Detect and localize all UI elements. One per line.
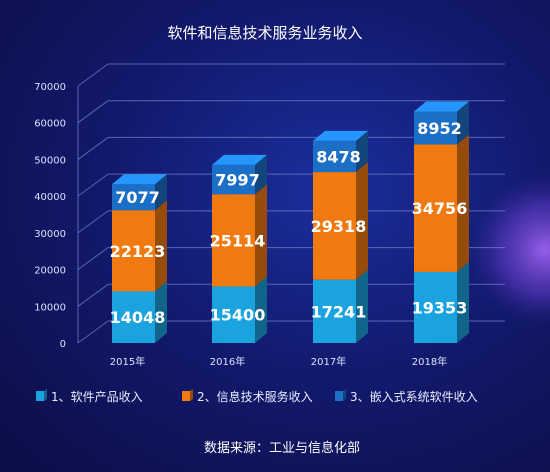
bar-segment-side [457,134,469,272]
legend-swatch-side [190,389,193,401]
x-tick-label: 2017年 [311,355,346,368]
gridline-depth [77,137,109,160]
data-label: 17241 [311,302,367,321]
y-tick-label: 40000 [34,192,66,203]
y-tick-label: 20000 [34,266,66,277]
decorative-glow [470,175,550,325]
bar-segment [414,271,457,343]
data-label: 19353 [412,298,468,317]
bar-segment-side [356,130,368,173]
bar-segment [414,111,457,145]
data-label: 34756 [412,199,468,218]
bar-segment-side [255,276,267,343]
gridline-depth [77,210,109,234]
bar-segment [414,144,457,272]
data-label: 8478 [316,147,361,166]
y-tick-label: 70000 [34,82,66,93]
y-tick-label: 0 [60,339,66,350]
bar-segment [313,279,356,343]
data-source: 数据来源：工业与信息化部 [204,440,360,456]
data-label: 7997 [215,171,260,190]
bar-segment-side [155,174,167,211]
bar-segment [313,140,356,173]
legend-swatch-side [44,389,47,401]
legend-swatch [335,391,343,401]
bar-segment [112,184,155,211]
gridline-depth [77,100,109,124]
legend-label: 3、嵌入式系统软件收入 [350,390,478,404]
y-tick-label: 60000 [34,119,66,130]
y-tick-label: 30000 [34,229,66,240]
bar-segment [212,164,255,195]
y-tick-label: 50000 [34,155,66,166]
bar-segment [313,172,356,280]
x-tick-label: 2015年 [110,355,145,368]
gridline-depth [77,320,109,344]
x-tick-label: 2018年 [412,355,447,368]
legend: 1、软件产品收入 2、信息技术服务收入 3、嵌入式系统软件收入 [36,389,478,404]
y-axis: 0 10000 20000 30000 40000 50000 60000 70000 [34,82,66,350]
legend-swatch-side [343,389,346,401]
x-tick-label: 2016年 [210,355,245,368]
bar-segment-side [155,281,167,343]
data-label: 25114 [210,231,266,250]
data-label: 8952 [417,119,462,138]
legend-swatch [182,391,190,401]
chart-title: 软件和信息技术服务业务收入 [167,24,362,42]
data-label: 7077 [115,188,160,207]
bar-top [212,154,267,165]
bar-segment-side [255,154,267,195]
bar-segment [112,210,155,292]
bar-top [414,101,469,112]
bar-segment-side [155,200,167,292]
bar-segment-side [255,184,267,287]
gridline-depth [77,63,109,87]
bar-segment [212,194,255,287]
bar-segment-side [457,101,469,145]
data-label: 22123 [110,242,166,261]
gridline-depth [77,283,109,307]
bar-segment-side [356,269,368,343]
y-tick-label: 10000 [34,302,66,313]
data-label: 15400 [210,306,266,325]
bar-segment [212,286,255,343]
legend-label: 1、软件产品收入 [51,390,143,404]
bar-top [313,130,368,141]
bar-segment [112,291,155,343]
gridline-depth [77,173,109,197]
legend-label: 2、信息技术服务收入 [197,389,313,404]
data-label: 14048 [110,308,166,327]
bars: 14048 22123 7077 2015年 15400 25114 7997 2016年 17… [110,101,469,368]
bar-segment-side [356,162,368,280]
bar-segment-side [457,261,469,343]
bar-top [112,174,167,185]
gridline-depth [77,247,109,270]
legend-swatch [36,391,44,401]
data-label: 29318 [311,217,367,236]
